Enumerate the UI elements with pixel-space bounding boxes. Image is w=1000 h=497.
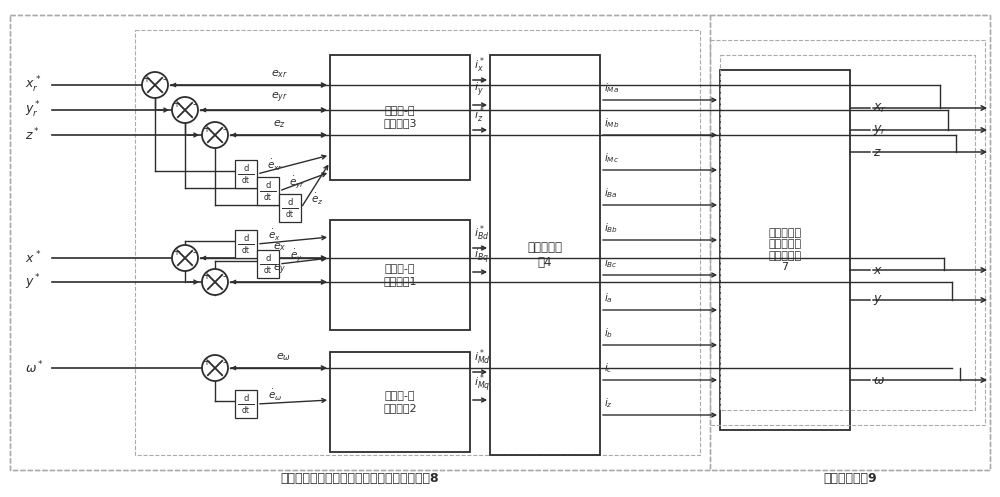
Text: $\dot{e}_z$: $\dot{e}_z$ — [311, 191, 323, 207]
Text: 五自由度无
轴承永磁同
步电机系统
7: 五自由度无 轴承永磁同 步电机系统 7 — [768, 228, 802, 272]
Text: $x$: $x$ — [873, 263, 883, 276]
Circle shape — [202, 269, 228, 295]
Text: $e_y$: $e_y$ — [273, 262, 287, 277]
Bar — [490, 55, 600, 455]
Text: -: - — [222, 124, 226, 134]
Bar — [135, 30, 700, 455]
Text: $i_z$: $i_z$ — [604, 396, 613, 410]
Text: +: + — [202, 271, 210, 281]
Text: $z^*$: $z^*$ — [25, 127, 40, 143]
Bar — [330, 352, 470, 452]
Text: 执行器-评
价器模块2: 执行器-评 价器模块2 — [383, 391, 417, 413]
Text: $i_{Bq}^*$: $i_{Bq}^*$ — [474, 245, 489, 267]
Bar — [10, 15, 710, 470]
Text: $y$: $y$ — [873, 293, 883, 307]
Bar — [330, 55, 470, 180]
Text: $x_r$: $x_r$ — [873, 101, 887, 114]
Text: $\dot{e}_\omega$: $\dot{e}_\omega$ — [268, 388, 282, 403]
Text: dt: dt — [242, 175, 250, 185]
Text: $i_{Md}^*$: $i_{Md}^*$ — [474, 347, 491, 367]
Bar — [235, 390, 257, 418]
Text: $\dot{e}_{yr}$: $\dot{e}_{yr}$ — [289, 174, 305, 190]
Text: +: + — [142, 74, 150, 84]
Text: $y_r^*$: $y_r^*$ — [25, 100, 41, 120]
Text: $i_y^*$: $i_y^*$ — [474, 78, 485, 100]
Circle shape — [172, 97, 198, 123]
Text: dt: dt — [286, 210, 294, 219]
Text: d: d — [243, 165, 249, 173]
Text: $e_x$: $e_x$ — [273, 241, 287, 253]
Text: -: - — [192, 99, 196, 109]
Text: $i_c$: $i_c$ — [604, 361, 613, 375]
Text: +: + — [172, 247, 180, 257]
Text: $e_z$: $e_z$ — [273, 118, 287, 130]
Bar — [257, 250, 279, 278]
Circle shape — [142, 72, 168, 98]
Bar — [710, 40, 985, 425]
Text: $y^*$: $y^*$ — [25, 272, 41, 292]
Text: d: d — [287, 198, 293, 207]
Text: dt: dt — [242, 406, 250, 414]
Text: $x_r^*$: $x_r^*$ — [25, 75, 41, 95]
Text: $i_{Bb}$: $i_{Bb}$ — [604, 221, 618, 235]
Bar — [279, 194, 301, 222]
Text: 执行器-评
价器模块1: 执行器-评 价器模块1 — [383, 264, 417, 286]
Text: 五自由度无轴承永磁同步电机强化学习控制器8: 五自由度无轴承永磁同步电机强化学习控制器8 — [281, 472, 439, 485]
Text: $\dot{e}_x$: $\dot{e}_x$ — [268, 228, 281, 243]
Circle shape — [172, 245, 198, 271]
Text: $i_b$: $i_b$ — [604, 326, 613, 340]
Text: $i_{Bc}$: $i_{Bc}$ — [604, 256, 618, 270]
Text: d: d — [265, 181, 271, 190]
Text: +: + — [202, 124, 210, 134]
Text: -: - — [222, 357, 226, 367]
Text: dt: dt — [264, 193, 272, 202]
Text: $x^*$: $x^*$ — [25, 249, 41, 266]
Text: $i_{Mc}$: $i_{Mc}$ — [604, 151, 619, 165]
Text: $i_{Bd}^*$: $i_{Bd}^*$ — [474, 223, 489, 243]
Bar — [330, 220, 470, 330]
Text: +: + — [172, 99, 180, 109]
Bar — [257, 177, 279, 205]
Text: -: - — [162, 74, 166, 84]
Text: $\omega$: $\omega$ — [873, 374, 885, 387]
Text: -: - — [222, 271, 226, 281]
Text: $\omega^*$: $\omega^*$ — [25, 360, 44, 376]
Text: $z$: $z$ — [873, 146, 882, 159]
Text: $i_a$: $i_a$ — [604, 291, 613, 305]
Text: $\dot{e}_{xr}$: $\dot{e}_{xr}$ — [267, 158, 283, 172]
Text: $\dot{e}_y$: $\dot{e}_y$ — [290, 247, 303, 263]
Bar — [720, 55, 975, 410]
Circle shape — [202, 122, 228, 148]
Text: $i_z^*$: $i_z^*$ — [474, 105, 485, 125]
Bar — [720, 70, 850, 430]
Text: 执行器-评
价器模块3: 执行器-评 价器模块3 — [383, 106, 417, 128]
Bar — [235, 160, 257, 188]
Text: 复合被控对象9: 复合被控对象9 — [823, 472, 877, 485]
Circle shape — [202, 355, 228, 381]
Text: d: d — [265, 254, 271, 263]
Text: +: + — [202, 357, 210, 367]
Bar — [710, 15, 990, 470]
Text: $e_{xr}$: $e_{xr}$ — [271, 68, 289, 80]
Text: $i_{Ba}$: $i_{Ba}$ — [604, 186, 618, 200]
Text: $e_\omega$: $e_\omega$ — [276, 351, 290, 363]
Text: $i_x^*$: $i_x^*$ — [474, 55, 485, 75]
Text: $e_{yr}$: $e_{yr}$ — [271, 90, 289, 105]
Text: 电流控制模
块4: 电流控制模 块4 — [528, 241, 562, 269]
Text: dt: dt — [242, 246, 250, 254]
Text: dt: dt — [264, 266, 272, 275]
Text: d: d — [243, 395, 249, 404]
Text: -: - — [192, 247, 196, 257]
Text: d: d — [243, 235, 249, 244]
Text: $i_{Ma}$: $i_{Ma}$ — [604, 81, 619, 95]
Text: $i_{Mb}$: $i_{Mb}$ — [604, 116, 619, 130]
Text: $y_r$: $y_r$ — [873, 123, 887, 137]
Bar — [235, 230, 257, 258]
Text: $i_{Mq}^*$: $i_{Mq}^*$ — [474, 373, 490, 395]
